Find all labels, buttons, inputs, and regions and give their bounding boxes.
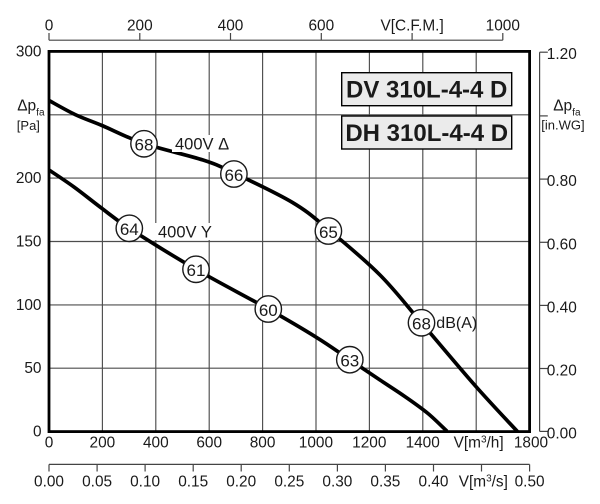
svg-text:V[m3/h]: V[m3/h]: [454, 435, 504, 452]
svg-text:0.20: 0.20: [547, 363, 577, 380]
svg-text:0.50: 0.50: [515, 474, 545, 491]
svg-text:600: 600: [196, 435, 222, 452]
svg-text:0.00: 0.00: [34, 474, 64, 491]
svg-text:1000: 1000: [299, 435, 333, 452]
svg-text:DV 310L-4-4 D: DV 310L-4-4 D: [346, 77, 507, 104]
svg-text:0.05: 0.05: [82, 474, 112, 491]
svg-text:[Pa]: [Pa]: [17, 118, 40, 133]
svg-text:68: 68: [135, 136, 154, 155]
svg-text:61: 61: [187, 261, 206, 280]
svg-text:65: 65: [319, 223, 338, 242]
svg-text:1000: 1000: [486, 18, 520, 35]
svg-text:66: 66: [224, 166, 243, 185]
svg-text:100: 100: [16, 297, 42, 314]
svg-text:50: 50: [24, 360, 41, 377]
svg-text:dB(A): dB(A): [436, 315, 477, 332]
svg-text:0.35: 0.35: [370, 474, 400, 491]
svg-text:60: 60: [259, 301, 278, 320]
svg-text:0.40: 0.40: [547, 299, 577, 316]
svg-text:1400: 1400: [406, 435, 440, 452]
svg-text:400V Δ: 400V Δ: [175, 136, 229, 154]
svg-text:1800: 1800: [514, 435, 548, 452]
svg-text:DH 310L-4-4 D: DH 310L-4-4 D: [345, 120, 508, 147]
svg-text:0.30: 0.30: [322, 474, 352, 491]
svg-text:0: 0: [45, 435, 54, 452]
svg-text:150: 150: [16, 233, 42, 250]
svg-text:200: 200: [90, 435, 116, 452]
svg-text:V[m3/s]: V[m3/s]: [459, 474, 508, 491]
svg-text:600: 600: [308, 18, 334, 35]
svg-text:1200: 1200: [352, 435, 386, 452]
svg-text:V[C.F.M.]: V[C.F.M.]: [380, 18, 443, 35]
svg-text:0.15: 0.15: [178, 474, 208, 491]
svg-text:63: 63: [340, 352, 359, 371]
svg-text:800: 800: [250, 435, 276, 452]
svg-text:0.00: 0.00: [547, 425, 577, 442]
svg-text:64: 64: [120, 220, 139, 239]
svg-text:300: 300: [16, 43, 42, 60]
svg-text:0: 0: [33, 424, 42, 441]
svg-text:400: 400: [143, 435, 169, 452]
svg-text:200: 200: [127, 18, 153, 35]
svg-text:0.25: 0.25: [274, 474, 304, 491]
svg-text:0.60: 0.60: [547, 236, 577, 253]
svg-text:0.80: 0.80: [547, 173, 577, 190]
svg-text:0.40: 0.40: [419, 474, 449, 491]
svg-text:0.10: 0.10: [130, 474, 160, 491]
svg-text:400V Y: 400V Y: [158, 224, 212, 242]
svg-text:1.20: 1.20: [547, 46, 577, 63]
svg-text:68: 68: [412, 315, 431, 334]
svg-text:400: 400: [218, 18, 244, 35]
svg-text:0.20: 0.20: [226, 474, 256, 491]
svg-text:[in.WG]: [in.WG]: [541, 118, 584, 133]
svg-text:200: 200: [16, 170, 42, 187]
svg-text:0: 0: [45, 18, 54, 35]
